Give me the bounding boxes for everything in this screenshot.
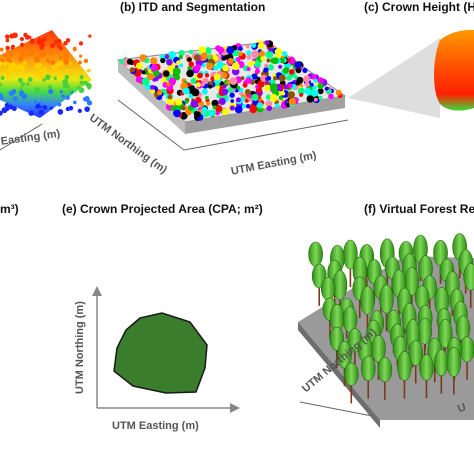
panel-b-segmentation <box>116 40 349 151</box>
panel-e-axis-y: UTM Northing (m) <box>74 301 86 394</box>
panel-d-title: m³) <box>0 202 19 216</box>
y-axis-arrow-icon <box>92 286 102 296</box>
x-axis-arrow-icon <box>230 403 240 413</box>
panel-e-cpa-plot <box>92 286 240 413</box>
panel-e-title: (e) Crown Projected Area (CPA; m²) <box>62 202 263 216</box>
panel-c-crown-height <box>348 29 474 118</box>
panel-f-title: (f) Virtual Forest Re <box>364 202 474 216</box>
crown-polygon <box>113 312 208 394</box>
panel-e-axis-x: UTM Easting (m) <box>112 420 199 432</box>
panel-f-virtual-forest <box>298 233 474 428</box>
panel-a-point-cloud <box>0 30 93 151</box>
panel-c-title: (c) Crown Height (H <box>364 0 474 14</box>
panel-b-title: (b) ITD and Segmentation <box>120 0 266 14</box>
